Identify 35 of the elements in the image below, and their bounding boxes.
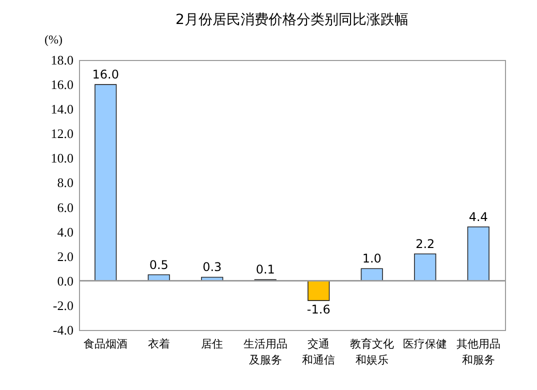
chart-title: 2月份居民消费价格分类别同比涨跌幅 (176, 12, 408, 28)
y-tick-label: 2.0 (57, 248, 74, 264)
x-tick-label: 衣着 (148, 338, 170, 350)
bar (94, 84, 117, 282)
y-axis-title: (%) (44, 32, 62, 46)
data-label: -1.6 (306, 302, 330, 317)
data-label: 1.0 (362, 252, 382, 266)
x-tick-label: 居住 (201, 338, 224, 350)
data-label: 0.3 (202, 260, 222, 274)
x-tick-label: 生活用品及服务 (243, 338, 288, 366)
data-label: 4.4 (468, 210, 488, 224)
data-label: 2.2 (416, 236, 435, 251)
x-tick-label: 食品烟酒 (84, 338, 128, 350)
y-tick-label: -4.0 (52, 322, 74, 338)
y-tick-label: 4.0 (57, 224, 74, 240)
y-tick-label: 10.0 (50, 150, 74, 166)
bar (308, 280, 330, 301)
y-tick-label: 6.0 (57, 200, 74, 215)
data-label: 0.1 (256, 262, 275, 277)
x-tick-label: 教育文化和娱乐 (350, 338, 394, 366)
y-tick-label: 8.0 (57, 175, 74, 190)
y-tick-label: -2.0 (52, 298, 74, 313)
bar (360, 268, 383, 282)
bar (467, 226, 490, 282)
y-tick-label: 18.0 (50, 52, 74, 68)
x-tick-label: 交通和通信 (302, 338, 336, 366)
data-label: 16.0 (92, 68, 119, 82)
y-tick-label: 0.0 (57, 273, 74, 288)
x-tick-label: 医疗保健 (403, 338, 448, 350)
bar (414, 254, 436, 282)
y-tick-label: 14.0 (50, 102, 74, 117)
x-tick-label: 其他用品和服务 (456, 338, 500, 366)
y-tick-label: 16.0 (50, 77, 74, 92)
data-label: 0.5 (149, 258, 168, 272)
y-tick-label: 12.0 (50, 126, 74, 142)
